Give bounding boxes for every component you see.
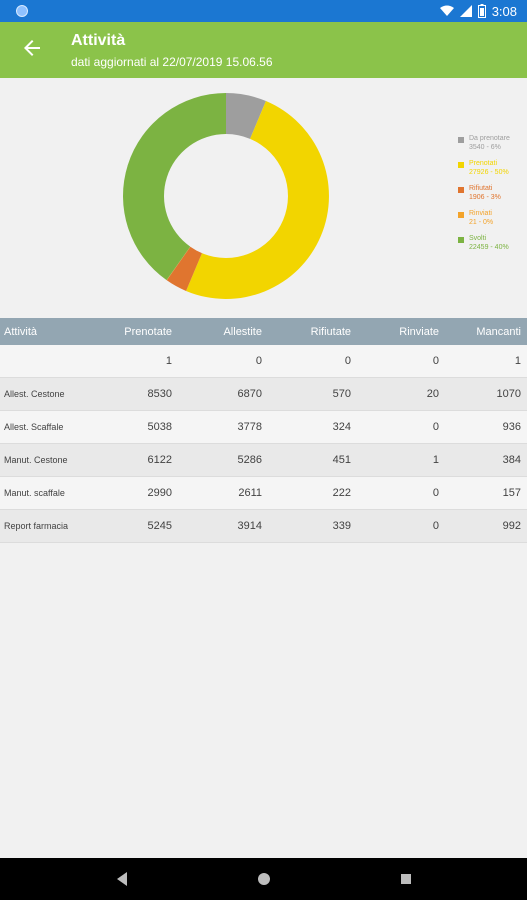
table-row[interactable]: Manut. scaffale 2990 2611 222 0 157 bbox=[0, 477, 527, 510]
navigation-bar bbox=[0, 858, 527, 900]
legend-label: Svolti 22459 - 40% bbox=[469, 234, 509, 252]
cell-prenotate: 5245 bbox=[147, 520, 172, 532]
cell-allestite: 2611 bbox=[238, 487, 262, 499]
slice-da-prenotare[interactable] bbox=[226, 93, 266, 139]
cell-allestite: 3914 bbox=[237, 520, 262, 532]
legend-label-value: 27926 - 50% bbox=[469, 169, 509, 176]
notification-icon bbox=[16, 5, 28, 17]
legend-label: Da prenotare 3540 - 6% bbox=[469, 134, 510, 152]
header-attivita[interactable]: Attività bbox=[4, 325, 38, 338]
page-title: Attività bbox=[71, 32, 126, 49]
nav-back-icon[interactable] bbox=[115, 871, 129, 887]
legend-item: Da prenotare 3540 - 6% bbox=[458, 134, 527, 152]
cell-mancanti: 936 bbox=[502, 421, 521, 433]
legend-swatch bbox=[458, 137, 464, 143]
legend-label-value: 3540 - 6% bbox=[469, 144, 501, 151]
cell-allestite: 0 bbox=[255, 355, 262, 367]
legend-swatch bbox=[458, 187, 464, 193]
legend-label: Rifiutati 1906 - 3% bbox=[469, 184, 501, 202]
legend-item: Rifiutati 1906 - 3% bbox=[458, 184, 527, 202]
header-rifiutate[interactable]: Rifiutate bbox=[310, 325, 351, 338]
cell-allestite: 3778 bbox=[237, 421, 262, 433]
slice-rinviati[interactable] bbox=[166, 246, 191, 281]
cell-rifiutate: 339 bbox=[332, 520, 351, 532]
slice-prenotati[interactable] bbox=[186, 101, 329, 299]
cell-rinviate: 0 bbox=[432, 421, 439, 433]
cell-rifiutate: 570 bbox=[332, 388, 351, 400]
back-arrow-icon[interactable] bbox=[20, 36, 44, 60]
table-body: 1 0 0 0 1 Allest. Cestone 8530 6870 570 20 1070 All… bbox=[0, 345, 527, 543]
table-header: Attività Prenotate Allestite Rifiutate R… bbox=[0, 318, 527, 345]
cell-mancanti: 157 bbox=[502, 487, 521, 499]
cell-rinviate: 0 bbox=[432, 520, 439, 532]
table-row[interactable]: Allest. Cestone 8530 6870 570 20 1070 bbox=[0, 378, 527, 411]
legend-label-name: Rinviati bbox=[469, 210, 492, 217]
legend-label: Prenotati 27926 - 50% bbox=[469, 159, 509, 177]
table-row[interactable]: 1 0 0 0 1 bbox=[0, 345, 527, 378]
cell-rinviate: 0 bbox=[432, 355, 439, 367]
status-icons: 3:08 bbox=[439, 0, 517, 22]
legend-label-name: Prenotati bbox=[469, 160, 498, 167]
app-bar: Attività dati aggiornati al 22/07/2019 1… bbox=[0, 22, 527, 78]
cell-mancanti: 1070 bbox=[496, 388, 521, 400]
cell-mancanti: 992 bbox=[502, 520, 521, 532]
legend-label-name: Rifiutati bbox=[469, 185, 493, 192]
cell-prenotate: 1 bbox=[165, 355, 172, 367]
cell-mancanti: 1 bbox=[514, 355, 521, 367]
table-row[interactable]: Report farmacia 5245 3914 339 0 992 bbox=[0, 510, 527, 543]
legend-swatch bbox=[458, 162, 464, 168]
donut-chart bbox=[123, 93, 329, 299]
chart-area: Da prenotare 3540 - 6% Prenotati 27926 - 50… bbox=[0, 78, 527, 318]
legend-label: Rinviati 21 - 0% bbox=[469, 209, 493, 227]
cell-rinviate: 20 bbox=[426, 388, 439, 400]
legend-item: Svolti 22459 - 40% bbox=[458, 234, 527, 252]
cell-prenotate: 2990 bbox=[147, 487, 172, 499]
legend-item: Rinviati 21 - 0% bbox=[458, 209, 527, 227]
cell-activity: Allest. Scaffale bbox=[4, 422, 64, 432]
cell-rifiutate: 324 bbox=[332, 421, 351, 433]
legend-label-value: 21 - 0% bbox=[469, 219, 494, 226]
legend-label-name: Svolti bbox=[469, 235, 487, 242]
cell-prenotate: 6122 bbox=[147, 454, 172, 466]
nav-home-icon[interactable] bbox=[256, 871, 272, 887]
header-mancanti[interactable]: Mancanti bbox=[476, 325, 521, 338]
legend-label-value: 1906 - 3% bbox=[469, 194, 501, 201]
page-subtitle: dati aggiornati al 22/07/2019 15.06.56 bbox=[71, 55, 273, 69]
cell-mancanti: 384 bbox=[502, 454, 521, 466]
cell-activity: Allest. Cestone bbox=[4, 389, 65, 399]
nav-recents-icon[interactable] bbox=[399, 871, 413, 887]
cell-allestite: 6870 bbox=[237, 388, 262, 400]
chart-legend: Da prenotare 3540 - 6% Prenotati 27926 - 50… bbox=[458, 134, 527, 259]
cell-activity: Manut. Cestone bbox=[4, 455, 68, 465]
cell-activity: Manut. scaffale bbox=[4, 488, 65, 498]
cell-rifiutate: 0 bbox=[344, 355, 351, 367]
status-bar: 3:08 bbox=[0, 0, 527, 22]
legend-label-value: 22459 - 40% bbox=[469, 244, 509, 251]
cell-prenotate: 8530 bbox=[147, 388, 172, 400]
cell-rifiutate: 451 bbox=[332, 454, 351, 466]
status-time: 3:08 bbox=[491, 3, 517, 19]
legend-item: Prenotati 27926 - 50% bbox=[458, 159, 527, 177]
legend-label-name: Da prenotare bbox=[469, 135, 510, 142]
header-allestite[interactable]: Allestite bbox=[223, 325, 262, 338]
battery-icon bbox=[477, 4, 486, 18]
header-rinviate[interactable]: Rinviate bbox=[399, 325, 439, 338]
table-row[interactable]: Allest. Scaffale 5038 3778 324 0 936 bbox=[0, 411, 527, 444]
slice-svolti[interactable] bbox=[123, 93, 226, 281]
legend-swatch bbox=[458, 212, 464, 218]
table-row[interactable]: Manut. Cestone 6122 5286 451 1 384 bbox=[0, 444, 527, 477]
cell-rifiutate: 222 bbox=[332, 487, 351, 499]
activity-table: Attività Prenotate Allestite Rifiutate R… bbox=[0, 318, 527, 543]
wifi-icon bbox=[439, 5, 454, 16]
legend-swatch bbox=[458, 237, 464, 243]
cell-allestite: 5286 bbox=[237, 454, 262, 466]
signal-icon bbox=[459, 5, 472, 17]
cell-rinviate: 0 bbox=[432, 487, 439, 499]
cell-rinviate: 1 bbox=[432, 454, 439, 466]
cell-activity: Report farmacia bbox=[4, 521, 69, 531]
cell-prenotate: 5038 bbox=[147, 421, 172, 433]
slice-rifiutati[interactable] bbox=[166, 246, 202, 291]
header-prenotate[interactable]: Prenotate bbox=[124, 325, 172, 338]
